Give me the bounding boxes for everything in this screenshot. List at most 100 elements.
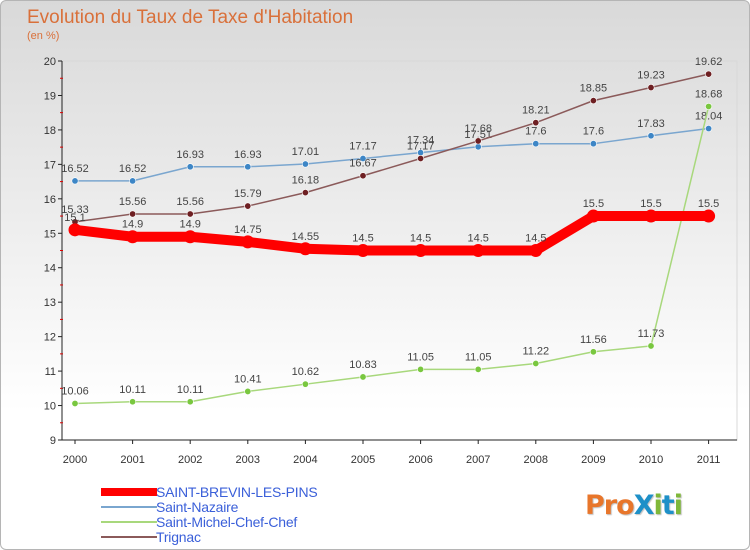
data-point [301, 189, 309, 197]
y-tick-label: 14 [44, 263, 56, 275]
data-point [186, 163, 194, 171]
data-label: 16.52 [61, 163, 89, 175]
y-tick-label: 13 [44, 297, 56, 309]
logo-letter: P [585, 490, 605, 521]
series-line [74, 73, 710, 223]
y-tick-label: 9 [50, 435, 56, 447]
data-point [129, 177, 137, 185]
data-label: 17.51 [464, 129, 492, 141]
data-label: 18.85 [580, 83, 608, 95]
data-point [301, 160, 309, 168]
y-tick-label: 17 [44, 159, 56, 171]
data-point [129, 210, 137, 218]
legend-swatch [101, 521, 157, 523]
logo-letter: t [661, 490, 675, 521]
data-point [244, 202, 252, 210]
logo-letter: o [616, 490, 635, 521]
data-label: 15.5 [698, 198, 719, 210]
data-point [417, 155, 425, 163]
data-label: 14.9 [179, 219, 200, 231]
data-label: 10.62 [292, 366, 320, 378]
data-label: 15.33 [61, 204, 89, 216]
legend-label: Saint-Nazaire [156, 499, 239, 515]
data-label: 14.5 [410, 233, 431, 245]
data-point [589, 348, 597, 356]
data-label: 17.6 [525, 126, 546, 138]
x-tick-label: 2009 [581, 454, 605, 466]
data-point [417, 365, 425, 373]
y-tick-label: 16 [44, 194, 56, 206]
data-label: 18.04 [695, 111, 723, 123]
data-point [532, 360, 540, 368]
data-point [359, 172, 367, 180]
chart-subtitle: (en %) [27, 30, 60, 42]
data-point [702, 209, 716, 223]
data-label: 17.17 [407, 141, 435, 153]
data-label: 19.23 [637, 70, 665, 82]
data-point [71, 399, 79, 407]
data-point [126, 230, 140, 244]
data-point [241, 235, 255, 249]
data-label: 15.5 [640, 198, 661, 210]
data-label: 17.68 [464, 123, 492, 135]
y-tick-label: 10 [44, 401, 56, 413]
data-label: 11.05 [407, 351, 434, 363]
logo-letter: i [653, 490, 663, 521]
data-label: 16.93 [176, 149, 204, 161]
series-line [74, 127, 710, 182]
axes: 9 10 11 12 13 14 15 16 17 18 19 20 2000 2001 2002 2003 2… [44, 56, 738, 466]
data-label: 19.62 [695, 56, 723, 68]
data-label: 10.41 [234, 373, 262, 385]
y-tick-label: 20 [44, 56, 56, 68]
x-tick-label: 2010 [639, 454, 663, 466]
data-label: 14.75 [234, 224, 262, 236]
legend-swatch [101, 488, 157, 496]
data-point [586, 209, 600, 223]
data-point [647, 132, 655, 140]
y-tick-label: 12 [44, 332, 56, 344]
data-label: 11.56 [580, 334, 607, 346]
data-point [589, 140, 597, 148]
data-label: 15.79 [234, 188, 262, 200]
y-tick-label: 11 [45, 366, 56, 378]
x-tick-label: 2003 [236, 454, 260, 466]
x-tick-label: 2008 [524, 454, 548, 466]
data-label: 18.21 [522, 105, 550, 117]
x-tick-label: 2002 [178, 454, 202, 466]
data-point [359, 155, 367, 163]
series-line [74, 105, 710, 405]
data-point [359, 373, 367, 381]
data-point [298, 242, 312, 256]
data-point [244, 387, 252, 395]
data-label: 17.83 [637, 118, 665, 130]
data-point [705, 102, 713, 110]
data-label: 14.5 [467, 233, 488, 245]
legend-swatch [101, 536, 157, 538]
data-point [186, 398, 194, 406]
data-label: 11.05 [465, 351, 492, 363]
data-point [71, 177, 79, 185]
series-3: 15.33 15.56 15.56 15.79 16.18 16.67 17.17 17.68… [61, 56, 723, 226]
x-tick-label: 2004 [293, 454, 317, 466]
series-line [70, 211, 714, 256]
legend-label: SAINT-BREVIN-LES-PINS [156, 484, 318, 500]
data-label: 14.5 [525, 233, 546, 245]
data-point [244, 163, 252, 171]
logo-letter: i [673, 490, 683, 521]
series-0: 15.1 14.9 14.9 14.75 14.55 14.5 14.5 14.5 14.5 15… [64, 198, 719, 257]
data-point [647, 342, 655, 350]
chart-title: Evolution du Taux de Taxe d'Habitation [27, 7, 354, 28]
data-label: 16.18 [292, 175, 320, 187]
data-label: 16.67 [349, 158, 377, 170]
legend-label: Saint-Michel-Chef-Chef [156, 514, 298, 530]
data-point [186, 210, 194, 218]
x-tick-label: 2001 [120, 454, 144, 466]
data-label: 11.73 [638, 328, 665, 340]
data-label: 15.56 [176, 196, 204, 208]
data-point [532, 119, 540, 127]
data-point [414, 244, 428, 257]
data-point [471, 244, 485, 257]
data-point [301, 380, 309, 388]
